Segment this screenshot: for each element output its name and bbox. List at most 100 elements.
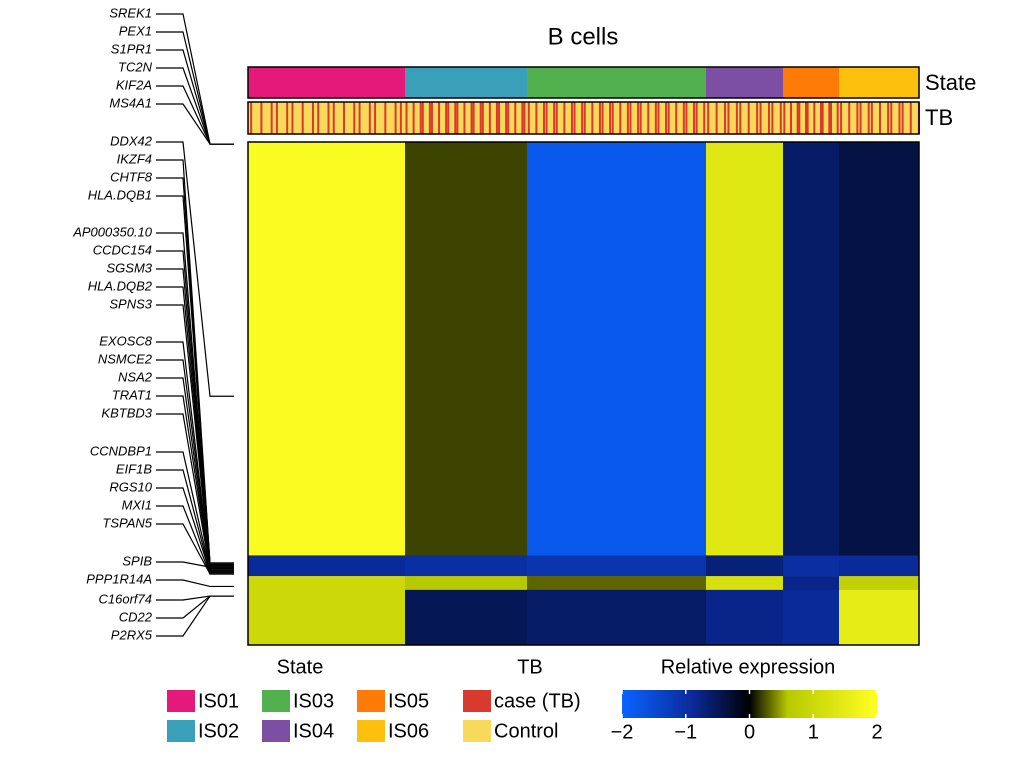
tb-annotation-case bbox=[667, 102, 670, 134]
state-legend-swatch bbox=[357, 720, 385, 742]
gene-label: MS4A1 bbox=[109, 95, 152, 110]
tb-annotation-case bbox=[430, 102, 433, 134]
gene-label: MXI1 bbox=[122, 497, 152, 512]
heatmap-cell bbox=[405, 142, 528, 556]
heatmap-cell bbox=[248, 576, 406, 591]
heatmap-cell bbox=[839, 142, 920, 556]
state-annotation bbox=[706, 67, 783, 98]
heatmap-cell bbox=[527, 555, 707, 577]
gene-label: TSPAN5 bbox=[102, 515, 152, 530]
gene-label: SREK1 bbox=[109, 5, 152, 20]
tb-annotation-case bbox=[828, 102, 831, 134]
heatmap-cell bbox=[527, 576, 707, 591]
tb-legend-swatch bbox=[463, 720, 491, 742]
tb-annotation-case bbox=[535, 102, 538, 134]
tb-annotation-case bbox=[637, 102, 640, 134]
colorbar-tick-label: 2 bbox=[871, 721, 882, 743]
gene-label: HLA.DQB2 bbox=[88, 278, 153, 293]
tb-annotation-case bbox=[495, 102, 498, 134]
tb-annotation-case bbox=[291, 102, 294, 134]
heatmap-cell bbox=[783, 589, 840, 646]
tb-annotation-case bbox=[739, 102, 742, 134]
tb-annotation-case bbox=[412, 102, 415, 134]
tb-annotation-case bbox=[545, 102, 548, 134]
state-legend-label: IS03 bbox=[293, 690, 334, 712]
state-legend-label: IS05 bbox=[388, 690, 429, 712]
gene-label: IKZF4 bbox=[117, 151, 152, 166]
gene-label: EXOSC8 bbox=[99, 333, 153, 348]
tb-legend-label: case (TB) bbox=[494, 690, 581, 712]
tb-annotation-case bbox=[286, 102, 289, 134]
tb-annotation-case bbox=[327, 102, 330, 134]
chart-title: B cells bbox=[548, 23, 619, 50]
tb-annotation-case bbox=[779, 102, 782, 134]
tb-annotation-case bbox=[767, 102, 770, 134]
tb-annotation-case bbox=[260, 102, 263, 134]
tb-legend-title: TB bbox=[517, 656, 543, 678]
tb-annotation-case bbox=[629, 102, 632, 134]
tb-annotation-case bbox=[353, 102, 356, 134]
state-annotation bbox=[248, 67, 405, 98]
gene-connector bbox=[156, 487, 234, 574]
tb-annotation-case bbox=[727, 102, 730, 134]
tb-annotation-case bbox=[715, 102, 718, 134]
tb-annotation-case bbox=[654, 102, 657, 134]
tb-annotation-case bbox=[759, 102, 762, 134]
tb-annotation-case bbox=[836, 102, 839, 134]
gene-label: TC2N bbox=[118, 59, 153, 74]
tb-annotation-case bbox=[421, 102, 424, 134]
tb-annotation-case bbox=[488, 102, 491, 134]
gene-label: SPNS3 bbox=[109, 296, 152, 311]
heatmap-cell bbox=[405, 576, 528, 591]
colorbar-tick-label: −2 bbox=[611, 721, 634, 743]
tb-annotation-case bbox=[514, 102, 517, 134]
gene-connector bbox=[156, 103, 234, 145]
tb-annotation-case bbox=[445, 102, 448, 134]
tb-annotation-case bbox=[657, 102, 660, 134]
colorbar-tick-label: 0 bbox=[744, 721, 755, 743]
tb-annotation-case bbox=[675, 102, 678, 134]
tb-annotation-case bbox=[626, 102, 629, 134]
tb-annotation-case bbox=[317, 102, 320, 134]
state-legend-swatch bbox=[167, 690, 195, 712]
tb-annotation-case bbox=[598, 102, 601, 134]
tb-annotation-case bbox=[783, 102, 786, 134]
state-legend-swatch bbox=[357, 690, 385, 712]
gene-connector bbox=[156, 561, 234, 568]
tb-annotation-case bbox=[374, 102, 377, 134]
gene-connector bbox=[156, 579, 234, 588]
tb-annotation-label: TB bbox=[925, 105, 953, 130]
tb-annotation-case bbox=[790, 102, 792, 134]
gene-connector bbox=[156, 595, 234, 637]
state-legend-swatch bbox=[167, 720, 195, 742]
tb-annotation-case bbox=[507, 102, 510, 134]
tb-annotation-case bbox=[695, 102, 698, 134]
tb-annotation-case bbox=[879, 102, 881, 134]
gene-connector bbox=[156, 451, 234, 572]
gene-connector bbox=[156, 85, 234, 145]
tb-annotation-case bbox=[806, 102, 809, 134]
tb-annotation-case bbox=[619, 102, 622, 134]
gene-label: P2RX5 bbox=[111, 627, 153, 642]
state-annotation-label: State bbox=[925, 70, 976, 95]
tb-annotation-case bbox=[479, 102, 482, 134]
tb-annotation-case bbox=[368, 102, 371, 134]
gene-connector bbox=[156, 413, 234, 572]
tb-annotation-case bbox=[428, 102, 431, 134]
heatmap-cell bbox=[783, 576, 840, 591]
tb-annotation-case bbox=[682, 102, 685, 134]
tb-annotation-case bbox=[527, 102, 530, 134]
heatmap-cell bbox=[706, 589, 784, 646]
tb-annotation-case bbox=[405, 102, 408, 134]
tb-annotation-case bbox=[542, 102, 545, 134]
state-legend-swatch bbox=[262, 690, 290, 712]
tb-annotation-case bbox=[856, 102, 859, 134]
tb-annotation-case bbox=[870, 102, 873, 134]
gene-label: NSMCE2 bbox=[98, 351, 153, 366]
state-legend-label: IS04 bbox=[293, 720, 334, 742]
tb-annotation-case bbox=[472, 102, 475, 134]
tb-annotation-case bbox=[703, 102, 706, 134]
heatmap-cell bbox=[405, 589, 528, 646]
gene-label: NSA2 bbox=[118, 369, 153, 384]
